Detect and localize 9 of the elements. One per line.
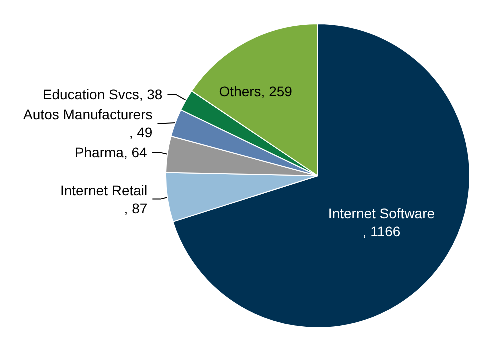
data-label: , 87 [124, 200, 148, 216]
data-label: , 49 [129, 124, 153, 140]
slice-label: Internet Retail [60, 182, 148, 198]
slice-label: Internet Software [328, 206, 436, 222]
data-label: , 1166 [362, 224, 401, 240]
slice-label: Pharma, 64 [74, 144, 148, 161]
slice-label: Others, 259 [219, 83, 293, 100]
slice-label: Education Svcs, 38 [42, 86, 163, 102]
slice-label: Autos Manufacturers [24, 106, 153, 122]
